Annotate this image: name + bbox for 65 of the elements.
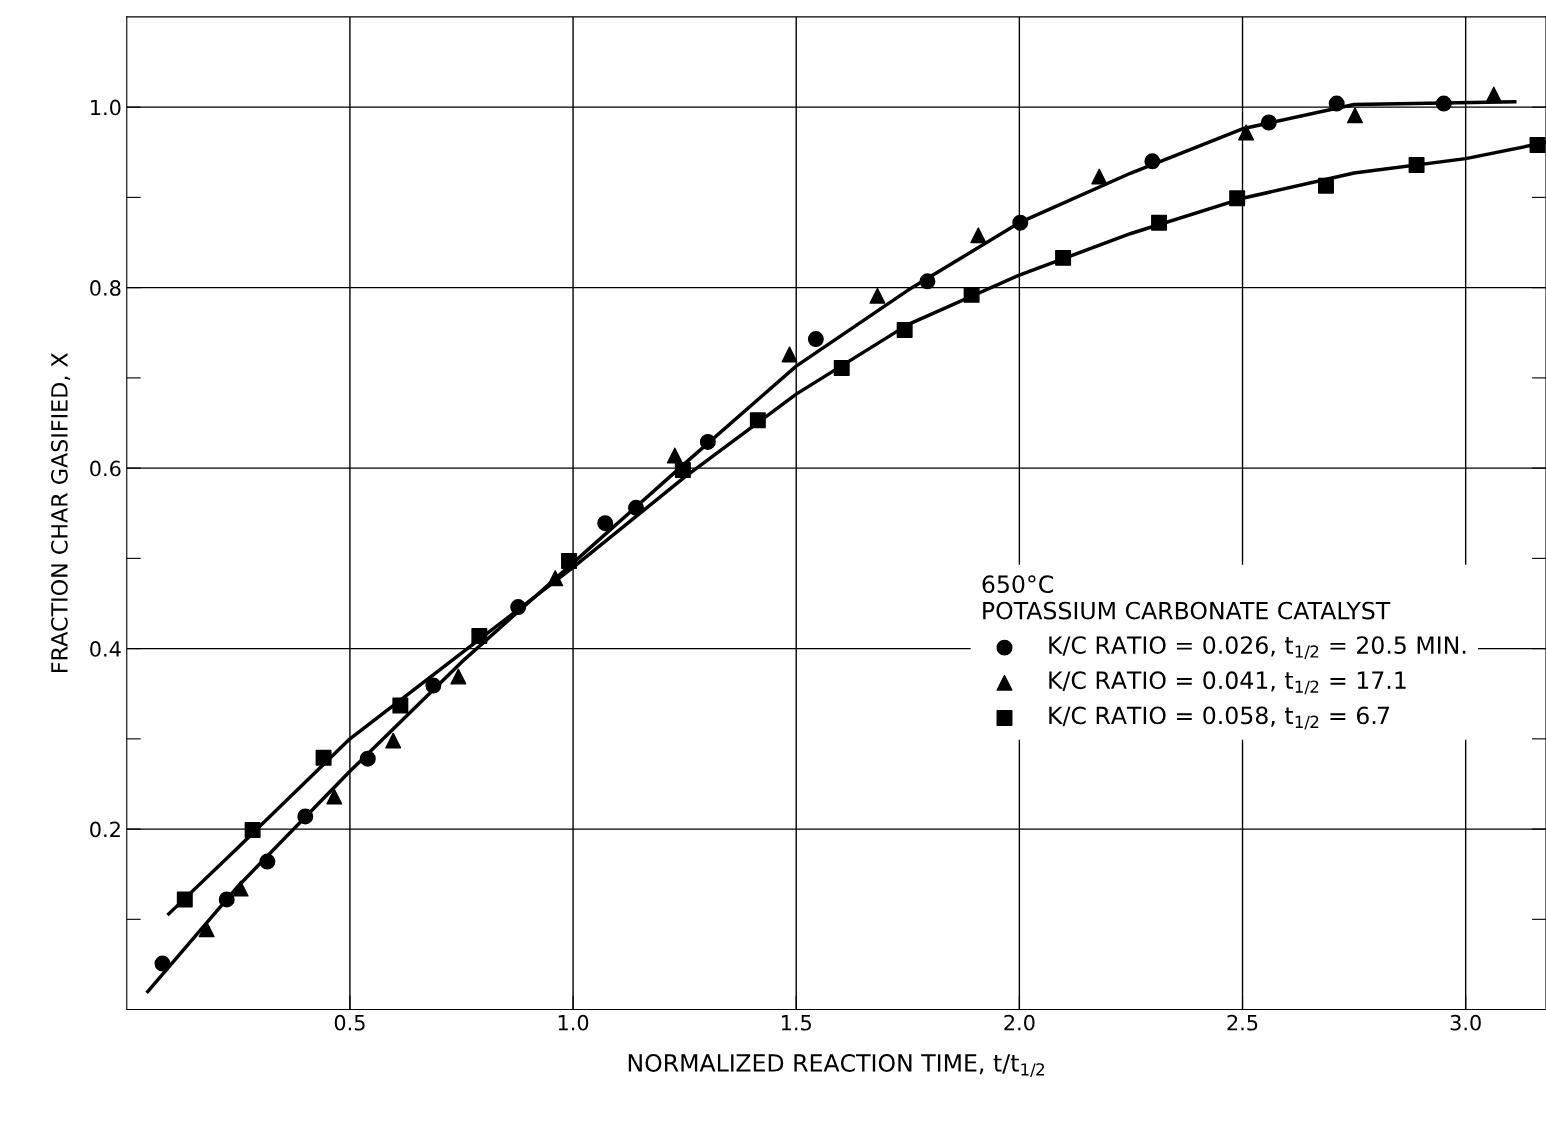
point — [218, 891, 235, 908]
y-tick-label: 1.0 — [91, 99, 121, 116]
point — [510, 599, 527, 616]
y-axis-title: FRACTION CHAR GASIFIED, X — [51, 353, 71, 672]
point — [1012, 214, 1029, 231]
point — [1529, 137, 1546, 154]
x-tick-label: 3.0 — [1450, 1014, 1481, 1031]
point — [1347, 107, 1363, 124]
point — [628, 499, 644, 516]
point — [1091, 168, 1108, 185]
point — [1328, 95, 1345, 112]
point — [666, 447, 683, 464]
point — [547, 570, 564, 587]
point — [807, 331, 824, 348]
legend-title: 650°C POTASSIUM CARBONATE CATALYST — [982, 575, 1391, 620]
point — [450, 668, 467, 685]
point — [392, 697, 409, 714]
point — [315, 749, 332, 766]
point — [232, 880, 249, 897]
point — [385, 732, 402, 749]
y-tick-label: 0.6 — [90, 460, 121, 477]
point — [896, 322, 913, 339]
point — [1151, 214, 1168, 231]
point — [1260, 114, 1277, 131]
point — [963, 286, 980, 303]
point — [597, 515, 614, 532]
point — [359, 750, 376, 767]
point — [1238, 124, 1255, 141]
point — [176, 891, 193, 908]
legend-label: K/C RATIO = 0.058, t$_{1/2}$ = 6.7 — [1049, 706, 1389, 730]
point — [1435, 95, 1452, 112]
point — [1144, 153, 1161, 170]
point — [869, 287, 886, 304]
y-tick-label: 0.2 — [90, 821, 120, 838]
y-tick-label: 0.8 — [90, 280, 121, 296]
x-tick-label: 1.5 — [781, 1015, 811, 1031]
point — [1229, 190, 1246, 207]
point — [919, 273, 936, 290]
point — [674, 461, 691, 478]
point — [1317, 177, 1334, 194]
point — [833, 359, 850, 376]
x-tick-label: 0.5 — [334, 1014, 365, 1031]
point — [561, 553, 578, 570]
legend-label: K/C RATIO = 0.026, t$_{1/2}$ = 20.5 MIN. — [1049, 636, 1466, 660]
point — [244, 822, 261, 838]
point — [425, 677, 442, 694]
point — [154, 955, 171, 972]
point — [297, 808, 314, 825]
point — [259, 853, 276, 870]
y-tick-label: 0.4 — [90, 641, 121, 657]
point — [699, 433, 716, 450]
point — [471, 627, 488, 644]
x-tick-label: 2.0 — [1004, 1014, 1035, 1031]
point — [970, 227, 987, 244]
legend-label: K/C RATIO = 0.041, t$_{1/2}$ = 17.1 — [1049, 671, 1406, 695]
point — [749, 412, 766, 429]
x-tick-label: 2.5 — [1227, 1014, 1258, 1031]
x-axis-title: NORMALIZED REACTION TIME, t/t$_{1/2}$ — [628, 1054, 1044, 1077]
point — [198, 921, 215, 938]
point — [781, 346, 798, 363]
x-tick-label: 1.0 — [558, 1014, 589, 1031]
point — [1055, 249, 1072, 266]
point — [1485, 86, 1502, 103]
point — [326, 788, 343, 805]
point — [1408, 156, 1425, 173]
